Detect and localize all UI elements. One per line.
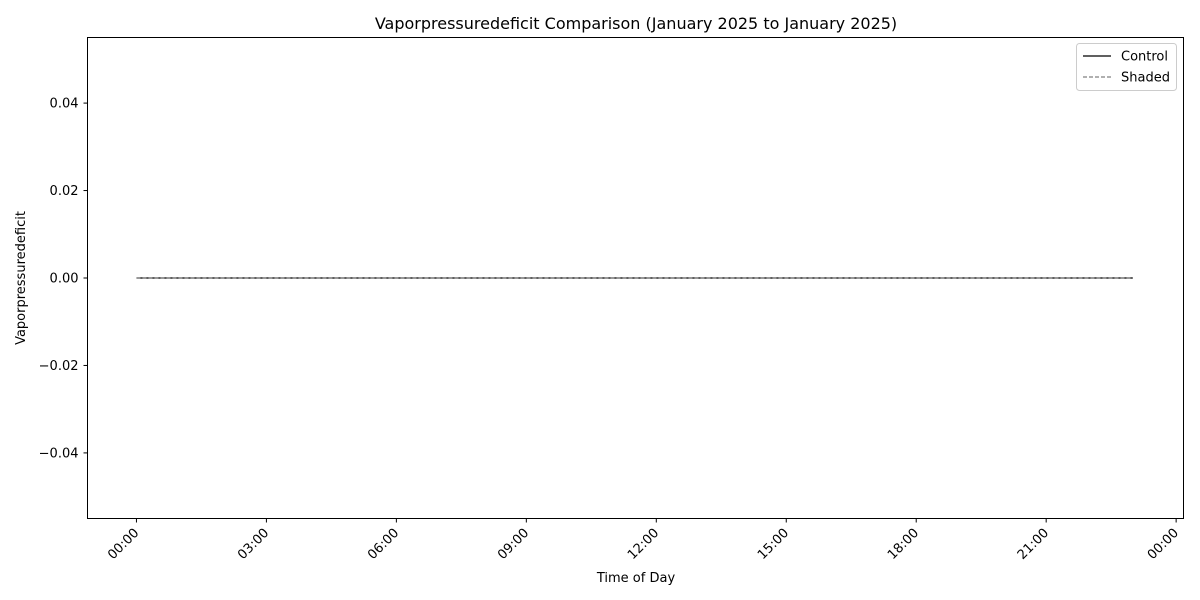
x-tick-label: 03:00 [235, 526, 272, 563]
y-tick-label: −0.04 [39, 446, 79, 461]
x-tick-label: 09:00 [495, 526, 532, 563]
y-axis-label: Vaporpressuredeficit [14, 211, 29, 345]
y-axis: 0.04 0.02 0.00 −0.02 −0.04 [39, 97, 88, 461]
x-tick-label: 00:00 [105, 526, 142, 563]
x-tick-label: 21:00 [1015, 526, 1052, 563]
x-axis-label: Time of Day [596, 571, 676, 586]
x-tick-label: 15:00 [755, 526, 792, 563]
legend: Control Shaded [1076, 43, 1177, 91]
y-tick-label: 0.04 [50, 97, 79, 112]
x-tick-label: 12:00 [625, 526, 662, 563]
x-tick-label: 18:00 [885, 526, 922, 563]
x-tick-label: 00:00 [1145, 526, 1182, 563]
x-tick-label: 06:00 [365, 526, 402, 563]
legend-box [1076, 43, 1177, 91]
chart-title: Vaporpressuredeficit Comparison (January… [375, 14, 897, 33]
y-tick-label: 0.02 [50, 184, 79, 199]
legend-label-shaded: Shaded [1121, 71, 1170, 86]
y-tick-label: 0.00 [50, 272, 79, 287]
legend-label-control: Control [1121, 50, 1168, 65]
y-tick-label: −0.02 [39, 359, 79, 374]
x-axis: 00:00 03:00 06:00 09:00 12:00 15:00 18:00 21:00… [105, 518, 1182, 563]
